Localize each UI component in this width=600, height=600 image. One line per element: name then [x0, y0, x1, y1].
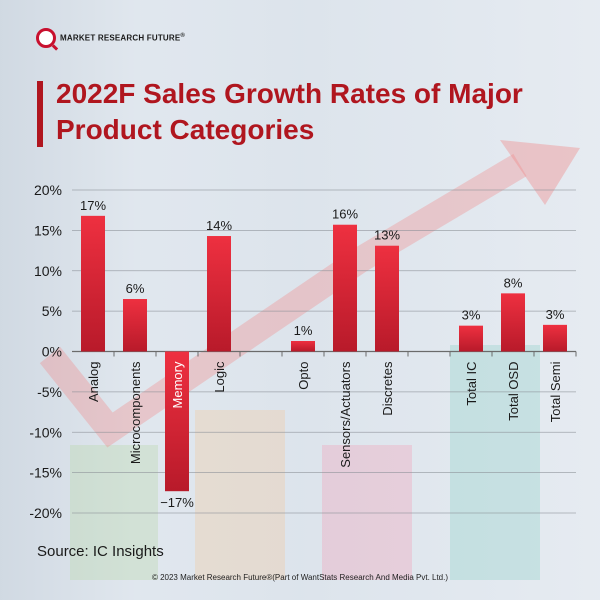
copyright-note: © 2023 Market Research Future®(Part of W…: [151, 573, 449, 582]
y-tick-label: 20%: [34, 182, 62, 198]
data-label: −17%: [160, 495, 194, 510]
data-label: 14%: [206, 218, 232, 233]
bar-analog: [81, 215, 105, 352]
y-tick-label: 5%: [42, 303, 62, 319]
x-category-label: Total Semi: [548, 361, 563, 422]
x-category-label: Total IC: [464, 362, 479, 406]
y-tick-label: -20%: [29, 505, 62, 521]
y-tick-label: 10%: [34, 263, 62, 279]
bar-opto: [291, 341, 315, 352]
y-tick-label: -15%: [29, 465, 62, 481]
y-tick-label: -5%: [37, 384, 62, 400]
data-label: 6%: [126, 281, 145, 296]
y-tick-label: 0%: [42, 344, 62, 360]
x-axis: Analog Microcomponents Memory Logic Opto Sens…: [86, 351, 577, 468]
bars: [81, 215, 567, 492]
background-panel-green: [70, 445, 158, 580]
grid-lines: [72, 189, 576, 514]
bar-logic: [207, 236, 231, 352]
trend-arrow-line: [39, 153, 527, 448]
y-axis: 20% 15% 10% 5% 0% -5% -10% -15% -20%: [29, 182, 62, 521]
x-category-label: Logic: [212, 361, 227, 393]
brand-name: MARKET RESEARCH FUTURE®: [60, 33, 185, 43]
x-category-label: Analog: [86, 362, 101, 402]
background-panel-orange: [195, 410, 285, 580]
registered-mark: ®: [180, 33, 186, 40]
bar-total-ic: [459, 325, 483, 352]
brand-name-text: MARKET RESEARCH FUTURE: [60, 33, 181, 43]
data-label: 13%: [374, 228, 400, 243]
x-category-label: Discretes: [380, 361, 395, 416]
bar-sensors-actuators: [333, 224, 357, 352]
data-labels: 17% 6% −17% 14% 1% 16% 13% 3% 8% 3%: [80, 198, 565, 510]
bar-microcomponents: [123, 299, 147, 352]
trend-arrow-head: [500, 140, 580, 205]
data-label: 16%: [332, 207, 358, 222]
x-category-label: Total OSD: [506, 362, 521, 421]
title-accent-bar: [37, 81, 43, 147]
data-label: 8%: [504, 275, 523, 290]
x-category-label: Microcomponents: [128, 361, 143, 464]
data-label: 17%: [80, 198, 106, 213]
bar-total-semi: [543, 324, 567, 352]
bar-memory: [165, 351, 189, 492]
data-label: 3%: [546, 307, 565, 322]
background-trend-arrow: [39, 140, 580, 448]
source-note: Source: IC Insights: [37, 543, 164, 560]
brand-logo: MARKET RESEARCH FUTURE®: [36, 28, 185, 48]
bar-total-osd: [501, 293, 525, 352]
magnifier-chart-icon: [36, 28, 56, 48]
x-category-label: Sensors/Actuators: [338, 361, 353, 468]
background-panel-teal: [450, 345, 540, 580]
data-label: 3%: [462, 308, 481, 323]
y-tick-label: 15%: [34, 222, 62, 238]
data-label: 1%: [294, 323, 313, 338]
background-panel-pink: [322, 445, 412, 580]
y-tick-label: -10%: [29, 424, 62, 440]
x-category-label: Memory: [170, 361, 185, 408]
bar-discretes: [375, 245, 399, 352]
x-category-label: Opto: [296, 362, 311, 390]
page-title: 2022F Sales Growth Rates of Major Produc…: [56, 78, 523, 145]
